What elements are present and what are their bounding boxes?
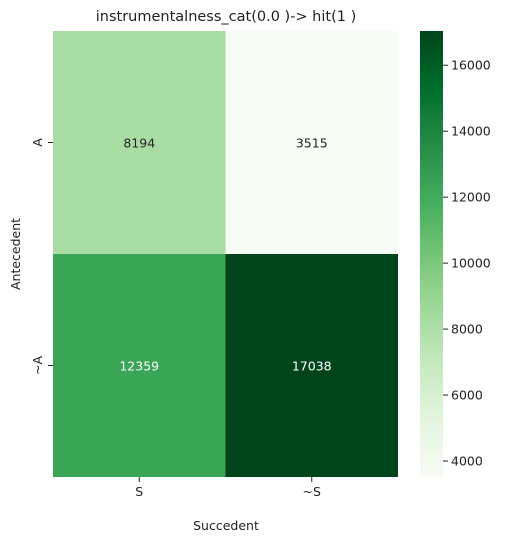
colorbar-tick-label: 6000 xyxy=(451,388,483,403)
x-axis: S ~S xyxy=(135,477,321,499)
y-axis: A ~A xyxy=(30,138,53,375)
y-tick-label: A xyxy=(30,138,45,147)
chart-title: instrumentalness_cat(0.0 )-> hit(1 ) xyxy=(96,9,356,25)
cell-value-label: 8194 xyxy=(123,136,155,151)
heatmap-cell-0-1 xyxy=(225,31,398,254)
colorbar-tick-label: 8000 xyxy=(451,322,483,337)
colorbar-tick-label: 12000 xyxy=(451,190,491,205)
heatmap-cell-0-0 xyxy=(53,31,226,254)
x-tick-label: S xyxy=(135,484,143,499)
cell-value-label: 12359 xyxy=(119,359,159,374)
heatmap-cell-1-0 xyxy=(53,254,226,477)
colorbar xyxy=(420,31,443,477)
colorbar-tick-label: 16000 xyxy=(451,58,491,73)
colorbar-ticks: 4000 6000 8000 10000 12000 14000 16000 xyxy=(443,58,491,469)
cell-value-label: 3515 xyxy=(296,136,328,151)
heatmap-cells xyxy=(53,31,398,477)
y-tick-label: ~A xyxy=(30,356,45,375)
colorbar-tick-label: 14000 xyxy=(451,124,491,139)
x-axis-label: Succedent xyxy=(193,518,259,533)
heatmap-cell-1-1 xyxy=(225,254,398,477)
colorbar-tick-label: 10000 xyxy=(451,256,491,271)
cell-labels: 8194 3515 12359 17038 xyxy=(119,136,331,374)
x-tick-label: ~S xyxy=(303,484,321,499)
colorbar-tick-label: 4000 xyxy=(451,454,483,469)
y-axis-label: Antecedent xyxy=(8,218,23,290)
cell-value-label: 17038 xyxy=(292,359,332,374)
